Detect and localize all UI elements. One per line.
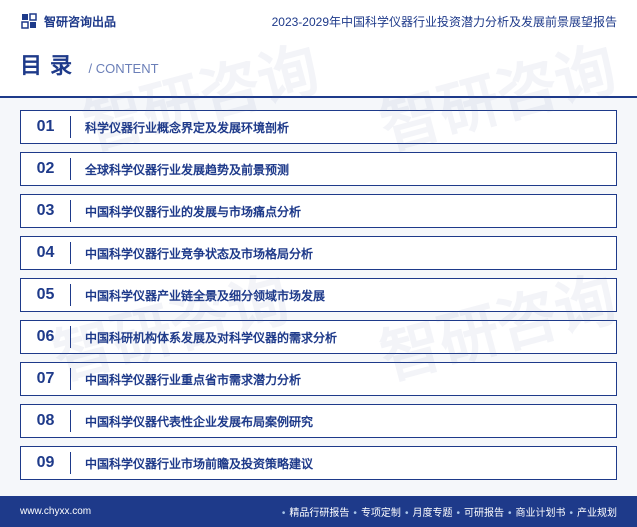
header: 智研咨询出品 2023-2029年中国科学仪器行业投资潜力分析及发展前景展望报告 bbox=[0, 0, 637, 38]
title-cn: 目录 bbox=[20, 53, 80, 78]
toc-num: 02 bbox=[21, 158, 71, 180]
footer-links: 精品行研报告专项定制月度专题可研报告商业计划书产业规划 bbox=[282, 504, 617, 519]
footer: www.chyxx.com 精品行研报告专项定制月度专题可研报告商业计划书产业规… bbox=[0, 496, 637, 527]
brand: 智研咨询出品 bbox=[20, 12, 116, 30]
toc-item: 09 中国科学仪器行业市场前瞻及投资策略建议 bbox=[20, 446, 617, 480]
title-en: / CONTENT bbox=[88, 61, 158, 76]
toc-item: 07 中国科学仪器行业重点省市需求潜力分析 bbox=[20, 362, 617, 396]
toc-item: 04 中国科学仪器行业竞争状态及市场格局分析 bbox=[20, 236, 617, 270]
toc-text: 中国科学仪器行业重点省市需求潜力分析 bbox=[71, 371, 301, 388]
brand-text: 智研咨询出品 bbox=[44, 13, 116, 30]
toc-num: 08 bbox=[21, 410, 71, 432]
toc-item: 02 全球科学仪器行业发展趋势及前景预测 bbox=[20, 152, 617, 186]
toc-num: 04 bbox=[21, 242, 71, 264]
toc-item: 01 科学仪器行业概念界定及发展环境剖析 bbox=[20, 110, 617, 144]
footer-url: www.chyxx.com bbox=[20, 506, 91, 517]
footer-link: 专项定制 bbox=[353, 504, 401, 519]
toc-num: 06 bbox=[21, 326, 71, 348]
footer-link: 产业规划 bbox=[569, 504, 617, 519]
toc-list: 01 科学仪器行业概念界定及发展环境剖析 02 全球科学仪器行业发展趋势及前景预… bbox=[0, 98, 637, 498]
toc-item: 08 中国科学仪器代表性企业发展布局案例研究 bbox=[20, 404, 617, 438]
report-title: 2023-2029年中国科学仪器行业投资潜力分析及发展前景展望报告 bbox=[272, 13, 617, 30]
footer-link: 商业计划书 bbox=[508, 504, 566, 519]
title-section: 目录 / CONTENT bbox=[0, 38, 637, 98]
toc-item: 03 中国科学仪器行业的发展与市场痛点分析 bbox=[20, 194, 617, 228]
toc-item: 06 中国科研机构体系发展及对科学仪器的需求分析 bbox=[20, 320, 617, 354]
toc-text: 中国科学仪器产业链全景及细分领域市场发展 bbox=[71, 287, 325, 304]
logo-icon bbox=[20, 12, 38, 30]
toc-num: 01 bbox=[21, 116, 71, 138]
toc-item: 05 中国科学仪器产业链全景及细分领域市场发展 bbox=[20, 278, 617, 312]
toc-num: 03 bbox=[21, 200, 71, 222]
toc-text: 中国科学仪器行业的发展与市场痛点分析 bbox=[71, 203, 301, 220]
footer-link: 精品行研报告 bbox=[282, 504, 350, 519]
toc-num: 05 bbox=[21, 284, 71, 306]
toc-text: 中国科学仪器代表性企业发展布局案例研究 bbox=[71, 413, 313, 430]
toc-num: 07 bbox=[21, 368, 71, 390]
footer-link: 月度专题 bbox=[405, 504, 453, 519]
toc-text: 中国科学仪器行业竞争状态及市场格局分析 bbox=[71, 245, 313, 262]
toc-text: 全球科学仪器行业发展趋势及前景预测 bbox=[71, 161, 289, 178]
toc-num: 09 bbox=[21, 452, 71, 474]
toc-text: 中国科研机构体系发展及对科学仪器的需求分析 bbox=[71, 329, 337, 346]
footer-link: 可研报告 bbox=[456, 504, 504, 519]
toc-text: 科学仪器行业概念界定及发展环境剖析 bbox=[71, 119, 289, 136]
toc-text: 中国科学仪器行业市场前瞻及投资策略建议 bbox=[71, 455, 313, 472]
